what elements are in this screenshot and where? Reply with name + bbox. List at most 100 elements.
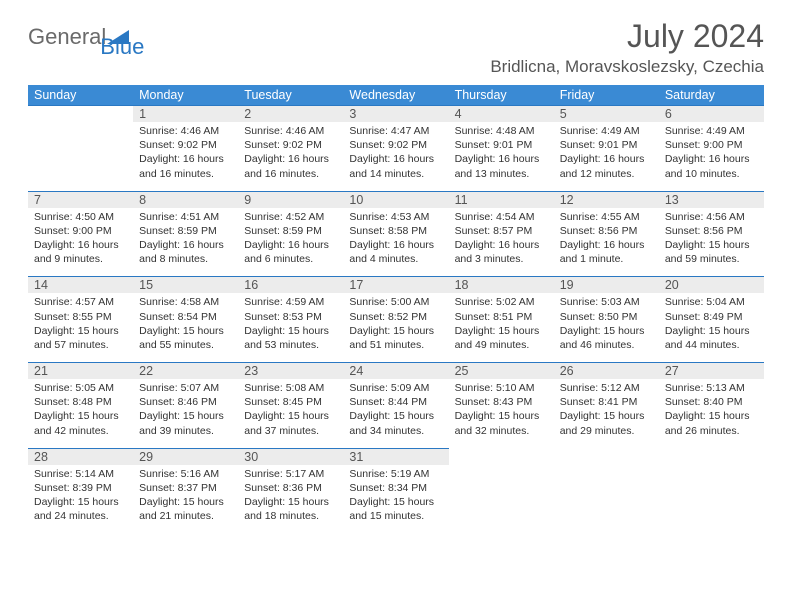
daylight-text: Daylight: 16 hours	[34, 238, 127, 252]
sunrise-text: Sunrise: 4:46 AM	[139, 124, 232, 138]
day-number: 31	[343, 448, 448, 465]
daylight-text: and 21 minutes.	[139, 509, 232, 523]
data-row: Sunrise: 4:50 AMSunset: 9:00 PMDaylight:…	[28, 208, 764, 277]
daylight-text: Daylight: 16 hours	[665, 152, 758, 166]
daylight-text: and 3 minutes.	[455, 252, 548, 266]
day-cell: Sunrise: 5:04 AMSunset: 8:49 PMDaylight:…	[659, 293, 764, 362]
day-cell: Sunrise: 5:08 AMSunset: 8:45 PMDaylight:…	[238, 379, 343, 448]
daylight-text: Daylight: 15 hours	[665, 238, 758, 252]
sunrise-text: Sunrise: 5:17 AM	[244, 467, 337, 481]
daynum-row: 14151617181920	[28, 277, 764, 294]
day-number: 18	[449, 277, 554, 294]
sunset-text: Sunset: 8:49 PM	[665, 310, 758, 324]
daylight-text: Daylight: 15 hours	[455, 324, 548, 338]
sunrise-text: Sunrise: 5:07 AM	[139, 381, 232, 395]
sunset-text: Sunset: 8:40 PM	[665, 395, 758, 409]
sunset-text: Sunset: 8:51 PM	[455, 310, 548, 324]
sunrise-text: Sunrise: 4:50 AM	[34, 210, 127, 224]
sunrise-text: Sunrise: 5:03 AM	[560, 295, 653, 309]
daylight-text: Daylight: 15 hours	[34, 324, 127, 338]
daylight-text: and 1 minute.	[560, 252, 653, 266]
day-header-thursday: Thursday	[449, 85, 554, 106]
day-cell: Sunrise: 4:46 AMSunset: 9:02 PMDaylight:…	[133, 122, 238, 191]
sunrise-text: Sunrise: 4:49 AM	[560, 124, 653, 138]
day-number: 5	[554, 106, 659, 123]
daylight-text: and 34 minutes.	[349, 424, 442, 438]
daylight-text: Daylight: 16 hours	[139, 152, 232, 166]
daylight-text: Daylight: 15 hours	[455, 409, 548, 423]
sunset-text: Sunset: 8:50 PM	[560, 310, 653, 324]
sunrise-text: Sunrise: 4:55 AM	[560, 210, 653, 224]
sunset-text: Sunset: 9:02 PM	[139, 138, 232, 152]
day-cell: Sunrise: 5:17 AMSunset: 8:36 PMDaylight:…	[238, 465, 343, 534]
daylight-text: and 16 minutes.	[139, 167, 232, 181]
day-number: 4	[449, 106, 554, 123]
daylight-text: and 37 minutes.	[244, 424, 337, 438]
day-cell: Sunrise: 5:12 AMSunset: 8:41 PMDaylight:…	[554, 379, 659, 448]
sunrise-text: Sunrise: 4:49 AM	[665, 124, 758, 138]
sunrise-text: Sunrise: 4:54 AM	[455, 210, 548, 224]
daylight-text: Daylight: 15 hours	[139, 495, 232, 509]
day-cell: Sunrise: 4:52 AMSunset: 8:59 PMDaylight:…	[238, 208, 343, 277]
daylight-text: and 10 minutes.	[665, 167, 758, 181]
day-cell: Sunrise: 4:49 AMSunset: 9:00 PMDaylight:…	[659, 122, 764, 191]
day-number: 12	[554, 191, 659, 208]
daylight-text: Daylight: 15 hours	[244, 495, 337, 509]
sunset-text: Sunset: 9:01 PM	[560, 138, 653, 152]
day-cell: Sunrise: 4:57 AMSunset: 8:55 PMDaylight:…	[28, 293, 133, 362]
daylight-text: and 26 minutes.	[665, 424, 758, 438]
sunset-text: Sunset: 8:36 PM	[244, 481, 337, 495]
day-number: 9	[238, 191, 343, 208]
daylight-text: Daylight: 15 hours	[139, 409, 232, 423]
daylight-text: Daylight: 15 hours	[560, 409, 653, 423]
daylight-text: Daylight: 15 hours	[349, 495, 442, 509]
day-number: 21	[28, 363, 133, 380]
daylight-text: Daylight: 16 hours	[455, 238, 548, 252]
day-cell: Sunrise: 4:50 AMSunset: 9:00 PMDaylight:…	[28, 208, 133, 277]
daylight-text: and 59 minutes.	[665, 252, 758, 266]
day-cell: Sunrise: 5:05 AMSunset: 8:48 PMDaylight:…	[28, 379, 133, 448]
title-block: July 2024 Bridlicna, Moravskoslezsky, Cz…	[490, 18, 764, 77]
day-number: 8	[133, 191, 238, 208]
sunrise-text: Sunrise: 4:52 AM	[244, 210, 337, 224]
sunset-text: Sunset: 8:59 PM	[139, 224, 232, 238]
sunrise-text: Sunrise: 5:08 AM	[244, 381, 337, 395]
daylight-text: and 55 minutes.	[139, 338, 232, 352]
sunrise-text: Sunrise: 4:56 AM	[665, 210, 758, 224]
day-number: 22	[133, 363, 238, 380]
daylight-text: Daylight: 15 hours	[349, 324, 442, 338]
day-number: 1	[133, 106, 238, 123]
day-number: 15	[133, 277, 238, 294]
daylight-text: Daylight: 16 hours	[560, 238, 653, 252]
sunrise-text: Sunrise: 4:58 AM	[139, 295, 232, 309]
day-cell: Sunrise: 4:55 AMSunset: 8:56 PMDaylight:…	[554, 208, 659, 277]
daynum-row: 21222324252627	[28, 363, 764, 380]
sunrise-text: Sunrise: 5:05 AM	[34, 381, 127, 395]
day-number: 29	[133, 448, 238, 465]
day-number	[449, 448, 554, 465]
data-row: Sunrise: 5:05 AMSunset: 8:48 PMDaylight:…	[28, 379, 764, 448]
day-number: 7	[28, 191, 133, 208]
sunrise-text: Sunrise: 5:04 AM	[665, 295, 758, 309]
day-number: 24	[343, 363, 448, 380]
logo-part2: Blue	[100, 34, 144, 60]
daylight-text: Daylight: 16 hours	[349, 238, 442, 252]
day-cell: Sunrise: 4:46 AMSunset: 9:02 PMDaylight:…	[238, 122, 343, 191]
sunset-text: Sunset: 8:41 PM	[560, 395, 653, 409]
sunrise-text: Sunrise: 5:02 AM	[455, 295, 548, 309]
sunrise-text: Sunrise: 5:12 AM	[560, 381, 653, 395]
day-cell: Sunrise: 5:13 AMSunset: 8:40 PMDaylight:…	[659, 379, 764, 448]
calendar-body: 123456Sunrise: 4:46 AMSunset: 9:02 PMDay…	[28, 106, 764, 534]
daylight-text: and 53 minutes.	[244, 338, 337, 352]
daylight-text: and 6 minutes.	[244, 252, 337, 266]
sunset-text: Sunset: 8:59 PM	[244, 224, 337, 238]
sunrise-text: Sunrise: 4:57 AM	[34, 295, 127, 309]
day-cell: Sunrise: 5:02 AMSunset: 8:51 PMDaylight:…	[449, 293, 554, 362]
daynum-row: 123456	[28, 106, 764, 123]
day-cell: Sunrise: 4:54 AMSunset: 8:57 PMDaylight:…	[449, 208, 554, 277]
sunset-text: Sunset: 8:52 PM	[349, 310, 442, 324]
day-cell: Sunrise: 5:09 AMSunset: 8:44 PMDaylight:…	[343, 379, 448, 448]
daynum-row: 78910111213	[28, 191, 764, 208]
sunset-text: Sunset: 8:56 PM	[560, 224, 653, 238]
daylight-text: and 49 minutes.	[455, 338, 548, 352]
